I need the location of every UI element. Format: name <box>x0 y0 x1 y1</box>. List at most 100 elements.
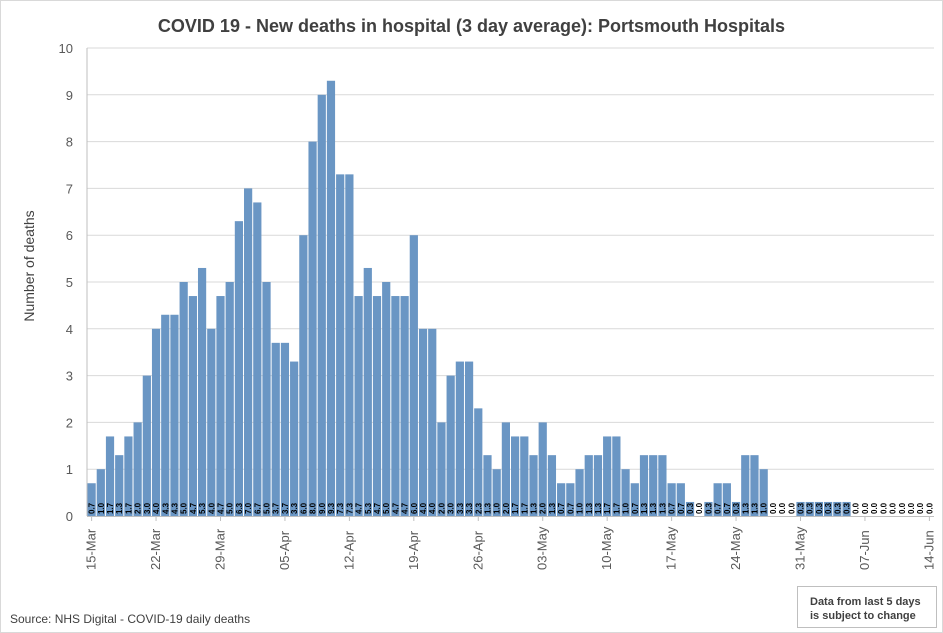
bar <box>538 422 547 516</box>
data-label: 7.3 <box>336 502 345 514</box>
data-label: 5.0 <box>263 502 272 514</box>
bar <box>649 455 658 516</box>
bar <box>437 422 446 516</box>
bar <box>511 436 520 516</box>
data-label: 2.0 <box>437 502 446 514</box>
data-label: 6.7 <box>253 502 262 514</box>
data-label: 5.0 <box>226 502 235 514</box>
data-label: 4.3 <box>170 502 179 514</box>
data-label: 1.7 <box>511 502 520 514</box>
bar <box>271 342 280 516</box>
data-label: 4.7 <box>216 502 225 514</box>
data-label: 7.3 <box>345 502 354 514</box>
data-label: 1.3 <box>548 502 557 514</box>
bar <box>409 235 418 516</box>
data-label: 0.7 <box>723 502 732 514</box>
bar <box>501 422 510 516</box>
y-tick-label: 2 <box>66 415 73 430</box>
data-label: 0.3 <box>797 502 806 514</box>
data-label: 1.3 <box>530 502 539 514</box>
bar <box>796 501 805 516</box>
bar <box>547 455 557 516</box>
x-tick-label: 29-Mar <box>212 528 227 570</box>
data-label: 3.0 <box>447 502 456 514</box>
bar <box>612 436 621 516</box>
data-label: 0.0 <box>852 502 861 514</box>
bar <box>253 202 262 516</box>
bar <box>216 296 225 516</box>
data-label: 1.0 <box>760 502 769 514</box>
bar <box>280 342 290 516</box>
data-label: 0.3 <box>843 502 852 514</box>
y-tick-label: 0 <box>66 509 73 524</box>
bar <box>317 94 326 517</box>
y-tick-label: 10 <box>59 41 73 56</box>
data-label: 0.0 <box>898 502 907 514</box>
x-tick-label: 14-Jun <box>921 530 936 570</box>
y-tick-label: 3 <box>66 369 73 384</box>
data-label: 0.0 <box>879 502 888 514</box>
data-label: 6.3 <box>235 502 244 514</box>
data-label: 6.0 <box>299 502 308 514</box>
bar <box>290 361 299 516</box>
bar <box>722 483 731 516</box>
data-label: 0.7 <box>88 502 97 514</box>
data-label: 4.7 <box>391 502 400 514</box>
data-label: 0.7 <box>631 502 640 514</box>
data-label: 4.7 <box>373 502 382 514</box>
data-label: 0.0 <box>695 502 704 514</box>
bar <box>336 174 345 517</box>
data-label: 0.3 <box>833 502 842 514</box>
data-label: 4.7 <box>401 502 410 514</box>
data-label: 0.0 <box>787 502 796 514</box>
data-label: 1.0 <box>493 502 502 514</box>
data-label: 0.3 <box>815 502 824 514</box>
bar <box>593 455 603 516</box>
data-label: 1.3 <box>640 502 649 514</box>
data-label: 0.7 <box>668 502 677 514</box>
bar <box>418 328 428 516</box>
y-tick-label: 9 <box>66 88 73 103</box>
bar <box>372 296 382 516</box>
data-caveat-line-1: Data from last 5 days <box>810 596 921 608</box>
data-label: 1.3 <box>585 502 594 514</box>
y-tick-labels: 0 1 2 3 4 5 6 7 8 9 10 <box>59 41 73 524</box>
bar <box>704 501 713 516</box>
bar <box>741 455 750 516</box>
bar <box>428 328 437 516</box>
bar <box>483 455 492 516</box>
bar <box>354 296 363 516</box>
bar <box>207 328 216 516</box>
bar <box>382 282 391 516</box>
data-label: 0.7 <box>677 502 686 514</box>
axes <box>86 48 934 521</box>
bar <box>188 296 197 516</box>
bar <box>630 483 639 516</box>
data-label: 0.7 <box>714 502 723 514</box>
bar <box>492 469 501 516</box>
data-labels: 0.7 1.0 1.7 1.3 1.7 2.0 3.0 4.0 4.3 4.3 5.0 4.7 5.3 4… <box>88 502 935 514</box>
x-tick-label: 05-Apr <box>277 530 292 570</box>
bar <box>244 188 253 516</box>
y-axis-label: Number of deaths <box>21 210 37 322</box>
data-label: 1.3 <box>741 502 750 514</box>
data-label: 0.0 <box>916 502 925 514</box>
data-label: 0.7 <box>557 502 566 514</box>
data-label: 1.7 <box>106 502 115 514</box>
data-label: 9.3 <box>327 502 336 514</box>
bar <box>713 483 722 516</box>
data-label: 3.7 <box>272 502 281 514</box>
data-label: 3.0 <box>143 502 152 514</box>
bar <box>833 501 842 516</box>
data-label: 2.3 <box>474 502 483 514</box>
y-tick-label: 1 <box>66 462 73 477</box>
data-label: 0.0 <box>907 502 916 514</box>
data-label: 0.0 <box>870 502 879 514</box>
bar <box>566 483 575 516</box>
data-label: 2.0 <box>502 502 511 514</box>
bar <box>750 455 759 516</box>
bar <box>400 296 409 516</box>
data-label: 5.0 <box>180 502 189 514</box>
bar <box>124 436 133 516</box>
